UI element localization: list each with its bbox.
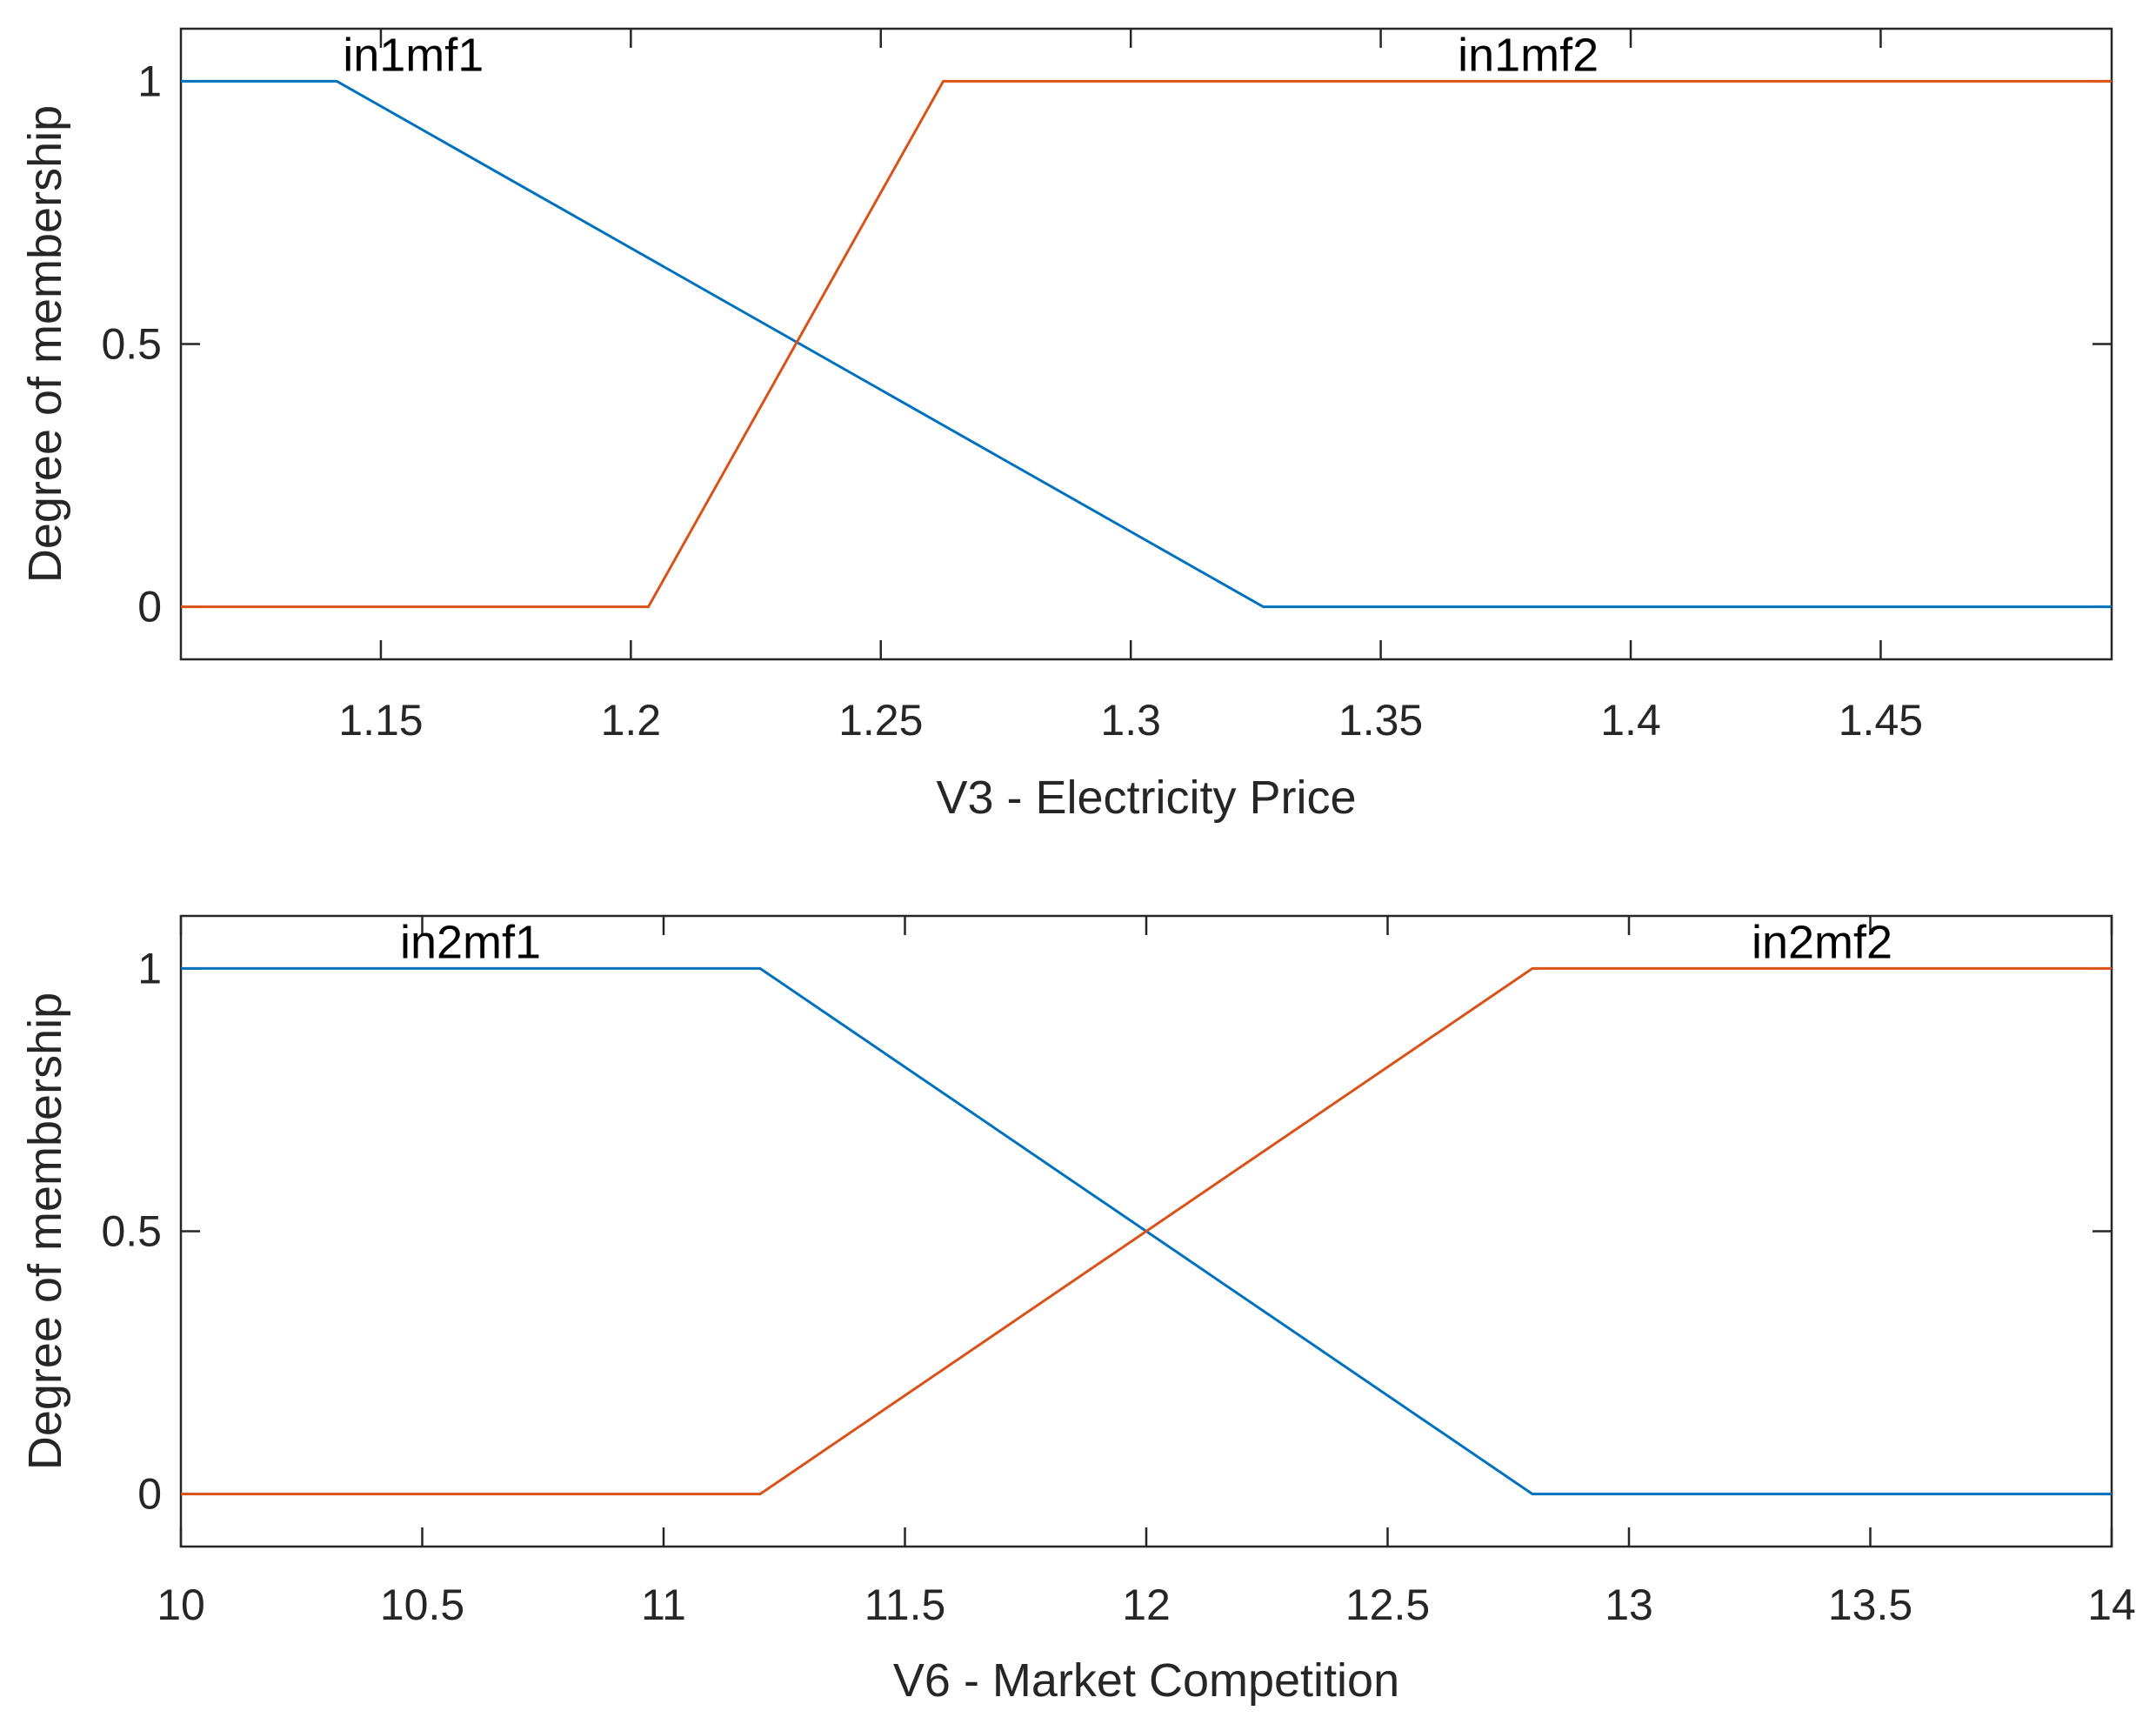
mf-label-in1mf1: in1mf1 (343, 29, 484, 81)
y-axis-label: Degree of membership (19, 992, 71, 1470)
y-tick-label: 0.5 (101, 1207, 162, 1256)
y-tick-label: 1 (137, 57, 162, 105)
mf-label-in1mf2: in1mf2 (1458, 29, 1599, 81)
mf-label-in2mf2: in2mf2 (1752, 916, 1892, 968)
x-tick-label: 1.3 (1100, 696, 1161, 745)
x-tick-label: 10.5 (380, 1580, 464, 1629)
y-tick-label: 0 (137, 1470, 162, 1519)
y-tick-label: 1 (137, 944, 162, 992)
x-axis-label: V3 - Electricity Price (936, 772, 1356, 824)
x-tick-label: 11 (641, 1580, 686, 1629)
x-tick-label: 1.15 (338, 696, 423, 745)
y-axis-label: Degree of membership (19, 105, 71, 583)
x-tick-label: 11.5 (864, 1580, 946, 1629)
chart-market-competition: 10 10.5 11 11.5 12 12.5 13 13.5 14 0 0.5 1 in2mf1 in2… (19, 914, 2136, 1707)
x-tick-label: 13 (1605, 1580, 1653, 1629)
series-line-in1mf1 (181, 79, 2112, 609)
axes-box (179, 27, 2113, 661)
x-tick-label: 14 (2087, 1580, 2136, 1629)
x-tick-label: 1.4 (1600, 696, 1661, 745)
series-line-in1mf2 (181, 79, 2112, 609)
x-tick-label: 1.35 (1338, 696, 1423, 745)
x-tick-label: 12.5 (1345, 1580, 1430, 1629)
x-axis-label: V6 - Market Competition (893, 1654, 1399, 1707)
x-tick-label: 1.25 (838, 696, 923, 745)
x-tick-label: 1.45 (1839, 696, 1923, 745)
series-line-in2mf2 (181, 966, 2112, 1496)
chart-electricity-price: 1.15 1.2 1.25 1.3 1.35 1.4 1.45 0 0.5 1 in1mf1 in1m… (19, 27, 2113, 824)
x-tick-label: 1.2 (601, 696, 662, 745)
y-tick-label: 0.5 (101, 320, 162, 369)
mf-label-in2mf1: in2mf1 (400, 916, 541, 968)
x-tick-label: 13.5 (1828, 1580, 1912, 1629)
x-tick-label: 12 (1122, 1580, 1171, 1629)
x-tick-label: 10 (157, 1580, 205, 1629)
y-tick-label: 0 (137, 583, 162, 631)
